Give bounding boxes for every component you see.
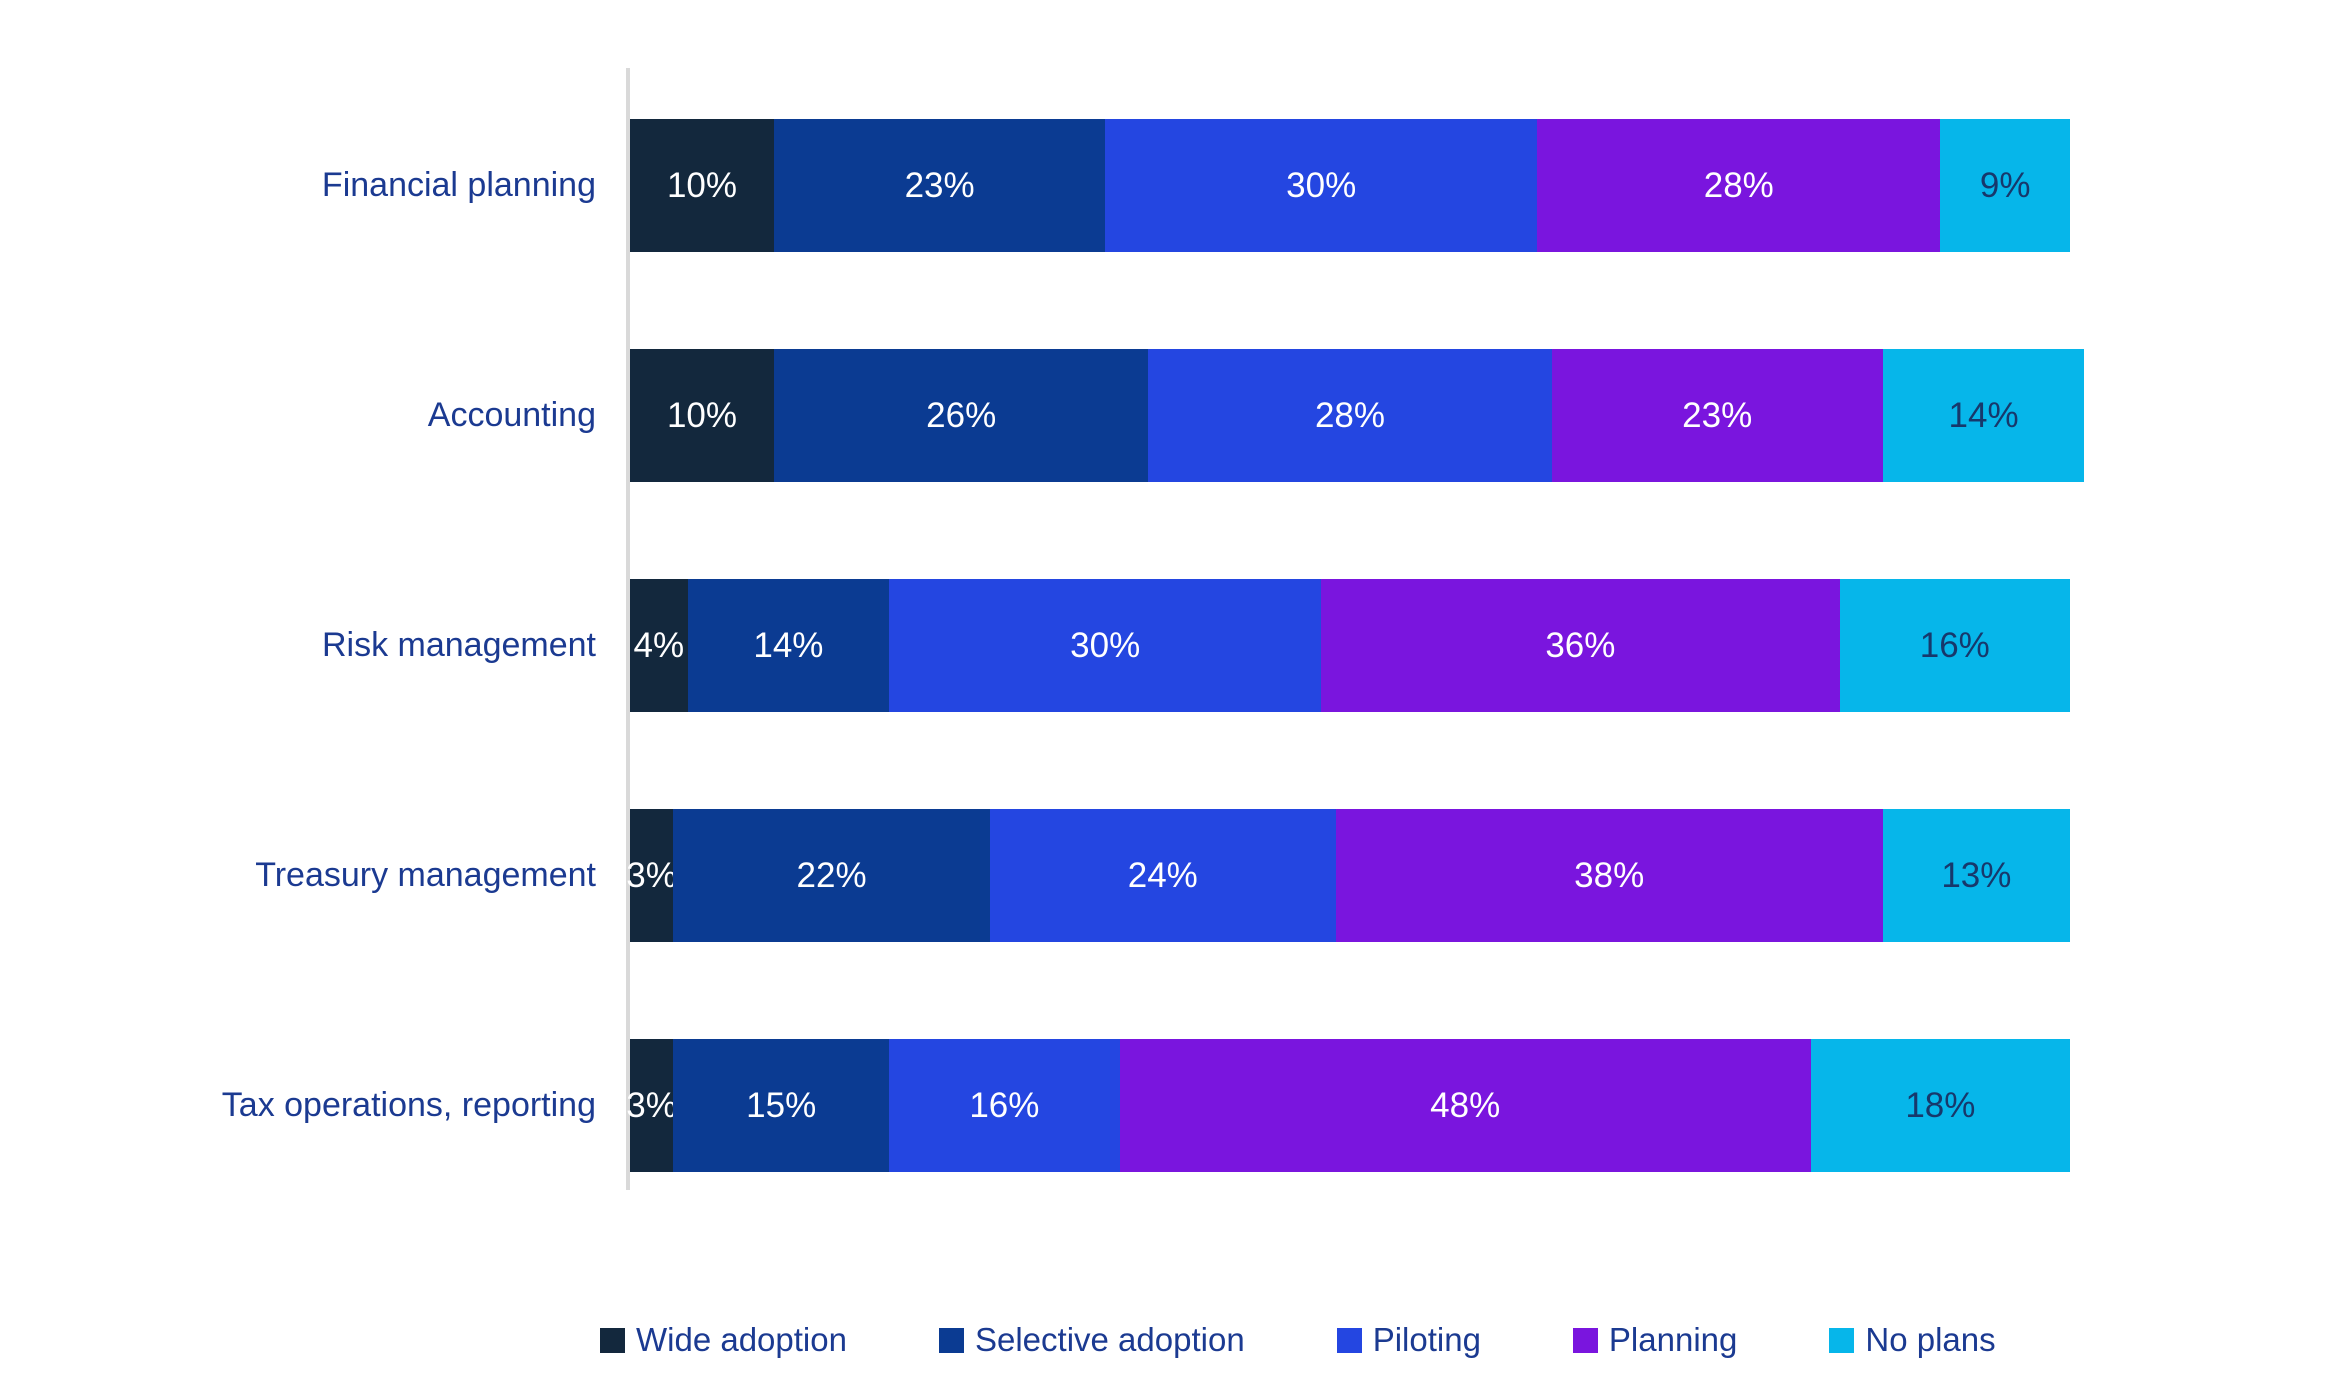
segment-piloting: 30% [1105,119,1538,252]
segment-wide-adoption: 3% [626,809,677,942]
legend-label: Piloting [1372,1321,1481,1358]
legend-swatch-icon [938,1327,964,1353]
segment-value-label: 18% [1905,1085,1976,1125]
stacked-bar: 3% 22% 24% 38% 13% [626,809,2070,942]
category-label: Tax operations, reporting [221,1086,596,1124]
legend-label: No plans [1865,1321,1996,1358]
legend-swatch-icon [1572,1327,1598,1353]
segment-planning: 36% [1321,579,1840,712]
plot-area: Financial planning 10% 23% 30% 28% 9% Accounti… [0,119,2085,1269]
segment-value-label: 28% [1314,395,1386,435]
segment-value-label: 14% [1948,395,2019,435]
chart-row-treasury-management: Treasury management 3% 22% 24% 38% 13% [0,809,2084,942]
segment-planning: 23% [1551,349,1883,482]
segment-value-label: 23% [904,165,975,205]
segment-selective-adoption: 22% [673,809,990,942]
legend-item-planning: Planning [1572,1321,1738,1359]
chart-row-tax-operations-reporting: Tax operations, reporting 3% 15% 16% 48% 18% [0,1039,2084,1172]
stacked-bar: 10% 23% 30% 28% 9% [630,119,2070,252]
chart-row-financial-planning: Financial planning 10% 23% 30% 28% 9% [0,119,2084,252]
segment-value-label: 23% [1682,395,1753,435]
segment-value-label: 15% [746,1085,817,1125]
segment-planning: 28% [1537,119,1941,252]
segment-value-label: 36% [1545,625,1616,665]
category-label: Treasury management [255,856,596,894]
segment-piloting: 24% [989,809,1336,942]
segment-value-label: 38% [1574,855,1645,895]
segment-value-label: 10% [666,395,738,435]
legend-item-piloting: Piloting [1336,1321,1481,1359]
segment-no-plans: 18% [1810,1039,2070,1172]
segment-value-label: 26% [926,395,997,435]
segment-selective-adoption: 23% [774,119,1106,252]
legend-label: Selective adoption [974,1321,1245,1358]
segment-piloting: 16% [889,1039,1120,1172]
segment-no-plans: 16% [1839,579,2070,712]
legend-item-selective-adoption: Selective adoption [938,1321,1245,1359]
segment-value-label: 9% [1979,165,2031,205]
category-label: Risk management [321,626,596,664]
segment-value-label: 28% [1703,165,1774,205]
stacked-bar: 3% 15% 16% 48% 18% [626,1039,2070,1172]
segment-wide-adoption: 10% [630,349,774,482]
segment-value-label: 14% [753,625,824,665]
segment-value-label: 22% [796,855,867,895]
segment-value-label: 3% [626,1085,677,1125]
legend: Wide adoption Selective adoption Piloting P… [600,1312,1996,1368]
legend-label: Planning [1608,1321,1738,1358]
segment-value-label: 10% [666,165,738,205]
category-label: Accounting [427,396,596,434]
legend-swatch-icon [600,1327,625,1353]
segment-selective-adoption: 26% [774,349,1149,482]
segment-value-label: 16% [1919,625,1990,665]
segment-no-plans: 13% [1882,809,2070,942]
legend-swatch-icon [1336,1327,1362,1353]
segment-value-label: 13% [1941,855,2012,895]
segment-value-label: 30% [1070,625,1141,665]
legend-item-wide-adoption: Wide adoption [600,1321,847,1359]
legend-label: Wide adoption [636,1321,847,1358]
category-label: Financial planning [321,166,596,204]
segment-value-label: 4% [633,625,685,665]
segment-value-label: 30% [1286,165,1357,205]
stacked-bar: 4% 14% 30% 36% 16% [630,579,2070,712]
segment-selective-adoption: 15% [673,1039,890,1172]
segment-selective-adoption: 14% [687,579,890,712]
segment-value-label: 16% [969,1085,1040,1125]
segment-wide-adoption: 10% [630,119,774,252]
segment-wide-adoption: 3% [626,1039,677,1172]
chart-row-risk-management: Risk management 4% 14% 30% 36% 16% [0,579,2084,712]
segment-value-label: 3% [626,855,677,895]
segment-value-label: 48% [1430,1085,1501,1125]
legend-item-no-plans: No plans [1829,1321,1996,1359]
stacked-bar: 10% 26% 28% 23% 14% [630,349,2085,482]
segment-planning: 48% [1119,1039,1811,1172]
segment-piloting: 30% [889,579,1322,712]
legend-swatch-icon [1829,1327,1855,1353]
segment-no-plans: 9% [1940,119,2070,252]
chart-row-accounting: Accounting 10% 26% 28% 23% 14% [0,349,2085,482]
segment-no-plans: 14% [1882,349,2085,482]
y-axis-line [626,68,630,1190]
segment-value-label: 24% [1127,855,1198,895]
segment-planning: 38% [1335,809,1883,942]
segment-piloting: 28% [1148,349,1552,482]
segment-wide-adoption: 4% [630,579,688,712]
